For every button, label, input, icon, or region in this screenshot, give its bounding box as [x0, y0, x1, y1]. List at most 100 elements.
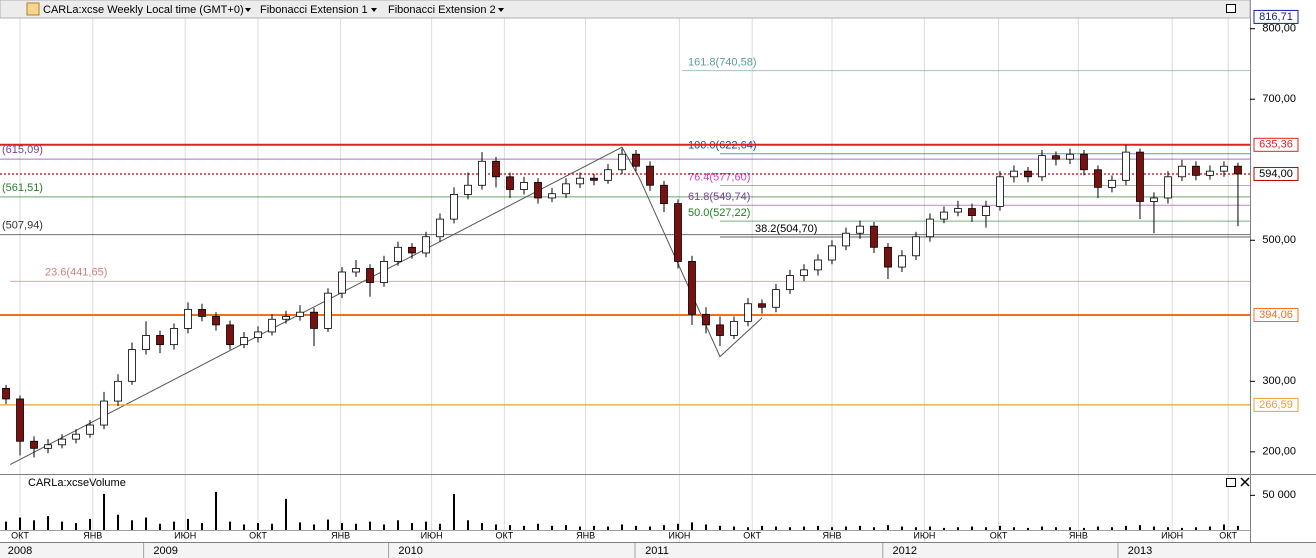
candle-body — [548, 193, 556, 199]
volume-bar — [201, 523, 204, 530]
volume-bar — [718, 525, 721, 530]
volume-bar — [424, 521, 427, 530]
level-box — [1253, 397, 1299, 412]
volume-bar — [89, 518, 92, 530]
candle-body — [576, 177, 584, 185]
study-label[interactable]: Fibonacci Extension 1 — [260, 4, 368, 16]
candle-body — [352, 268, 360, 273]
level-box — [1253, 9, 1299, 24]
candle-body — [898, 255, 906, 268]
candle-body — [856, 225, 864, 234]
candle-body — [226, 324, 234, 346]
volume-bar — [75, 523, 78, 530]
volume-bar — [271, 523, 274, 530]
volume-bar — [592, 525, 595, 530]
level-label: 816,71 — [1259, 11, 1293, 23]
volume-bar — [1054, 527, 1057, 530]
candle-body — [1010, 170, 1018, 178]
volume-bar — [187, 518, 190, 530]
candle-body — [1094, 169, 1102, 188]
x-tick-label: ОКТ — [11, 530, 29, 540]
y-tick-label: 700,00 — [1262, 93, 1296, 105]
volume-bar — [830, 527, 833, 530]
y-tick-label: 300,00 — [1262, 375, 1296, 387]
candle-body — [1220, 165, 1228, 172]
volume-bar — [327, 519, 330, 530]
volume-bar — [1040, 526, 1043, 530]
trend-line — [9, 146, 763, 465]
volume-bar — [1138, 525, 1141, 530]
fib-label: (507,94) — [2, 220, 43, 232]
level-label: 635,36 — [1259, 139, 1293, 151]
volume-bar — [690, 522, 693, 530]
year-label: 2008 — [8, 545, 32, 557]
volume-bar — [578, 526, 581, 530]
fib-label: 61.8(549,74) — [688, 191, 750, 203]
volume-bar — [173, 521, 176, 530]
candle-body — [170, 328, 178, 346]
symbol-label[interactable]: CARLa:xcse Weekly Local time (GMT+0) — [43, 4, 244, 16]
volume-bar — [61, 521, 64, 530]
candle-body — [772, 289, 780, 308]
dropdown-arrow[interactable] — [371, 8, 377, 12]
candle-body — [1024, 170, 1032, 178]
candle-body — [86, 424, 94, 435]
candle-body — [1108, 179, 1116, 188]
candle-body — [338, 271, 346, 294]
volume-bar — [1124, 525, 1127, 530]
candle-body — [492, 160, 500, 178]
candle-body — [660, 184, 668, 204]
volume-bar — [19, 517, 22, 530]
dropdown-arrow[interactable] — [245, 8, 251, 12]
volume-bar — [522, 525, 525, 530]
maximize-button[interactable] — [1226, 478, 1236, 487]
candle-body — [478, 160, 486, 186]
volume-bar — [1166, 527, 1169, 530]
volume-bar — [704, 524, 707, 530]
volume-bar — [131, 520, 134, 530]
candle-body — [1052, 155, 1060, 160]
maximize-button[interactable] — [1226, 4, 1236, 13]
symbol-icon[interactable] — [26, 2, 40, 16]
volume-bar — [732, 526, 735, 530]
volume-bar — [942, 527, 945, 530]
volume-bar — [341, 523, 344, 530]
candle-body — [142, 335, 150, 350]
study-label[interactable]: Fibonacci Extension 2 — [388, 4, 496, 16]
candle-body — [198, 308, 206, 317]
candle-body — [282, 316, 290, 320]
y-tick-label: 50 000 — [1262, 489, 1296, 501]
volume-bar — [215, 491, 218, 530]
candle-body — [814, 259, 822, 271]
volume-bar — [802, 526, 805, 530]
candle-body — [450, 194, 458, 220]
close-button[interactable] — [1240, 477, 1250, 487]
volume-bar — [900, 526, 903, 530]
year-label: 2011 — [645, 545, 669, 557]
candle-body — [758, 303, 766, 308]
candle-body — [842, 232, 850, 247]
volume-bar — [1208, 526, 1211, 530]
x-tick-label: ОКТ — [249, 530, 267, 540]
volume-bar — [103, 493, 106, 530]
candle-body — [184, 308, 192, 329]
volume-bar — [229, 521, 232, 530]
candle-body — [828, 245, 836, 261]
volume-bar — [928, 526, 931, 530]
year-label: 2012 — [893, 545, 917, 557]
candle-body — [534, 182, 542, 199]
candle-body — [730, 320, 738, 336]
volume-bar — [145, 517, 148, 530]
candle-body — [506, 176, 514, 190]
candle-body — [688, 261, 696, 315]
candle-body — [394, 246, 402, 262]
volume-bar — [620, 524, 623, 530]
volume-bar — [438, 523, 441, 530]
volume-bar — [508, 525, 511, 530]
candle-body — [2, 387, 10, 400]
volume-bar — [5, 521, 8, 530]
x-tick-label: ИЮН — [174, 530, 196, 540]
dropdown-arrow[interactable] — [498, 8, 504, 12]
candle-body — [1122, 151, 1130, 181]
